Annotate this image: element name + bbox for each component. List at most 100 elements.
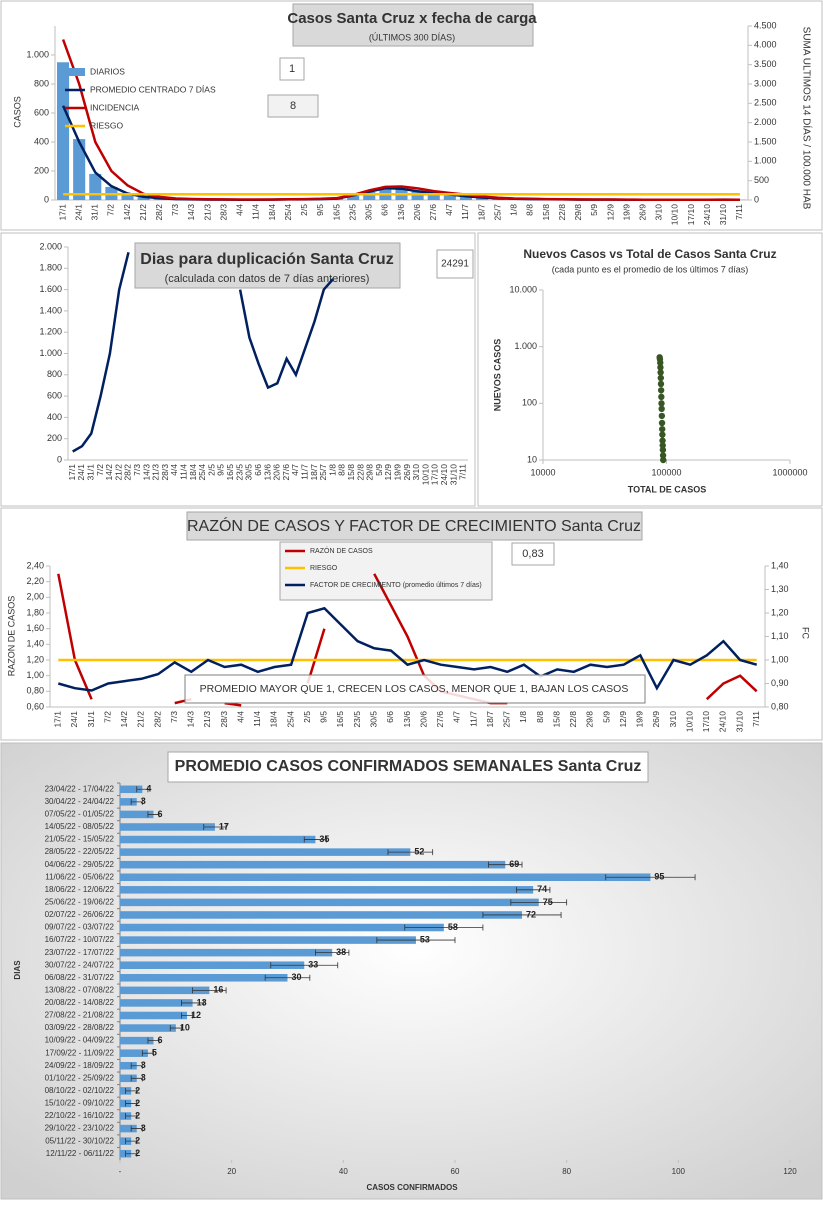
x-tick-label: 6/6 [380, 204, 390, 216]
y2-tick-label: 2.500 [754, 98, 777, 108]
x-tick-label: 4/4 [235, 204, 245, 216]
x-tick-label: 20/6 [412, 204, 422, 221]
x-tick-label: 12/9 [618, 711, 628, 728]
x-tick-label: 31/1 [90, 204, 100, 221]
legend-label: PROMEDIO CENTRADO 7 DÍAS [90, 84, 216, 94]
x-tick-label: 7/11 [734, 204, 744, 220]
scatter-point [658, 394, 664, 400]
x-tick-label: 100000 [651, 467, 681, 477]
x-tick-label: 20 [227, 1167, 236, 1176]
bar [120, 873, 650, 881]
y-tick-label: 27/08/22 - 21/08/22 [45, 1011, 115, 1020]
chart-title: Dias para duplicación Santa Cruz [140, 251, 393, 268]
x-tick-label: 26/9 [637, 204, 647, 221]
chart-subtitle: (calculada con datos de 7 días anteriore… [165, 273, 370, 285]
y-tick-label: 200 [34, 165, 49, 175]
y-tick-label: 1.200 [39, 327, 62, 337]
x-tick-label: 1000000 [772, 467, 807, 477]
y-tick-label: 06/08/22 - 31/07/22 [45, 973, 115, 982]
y-tick-label: 800 [47, 369, 62, 379]
y-axis-title: NUEVOS CASOS [492, 339, 502, 412]
x-tick-label: 10/10 [670, 204, 680, 226]
data-label: 6 [158, 1035, 163, 1045]
x-tick-label: 1/8 [518, 711, 528, 723]
y2-tick-label: 1.500 [754, 136, 777, 146]
x-tick-label: 24/1 [69, 711, 79, 728]
y-tick-label: 600 [47, 390, 62, 400]
y2-axis-title: FC [801, 627, 811, 639]
x-tick-label: 21/3 [202, 711, 212, 728]
y-tick-label: 10 [527, 454, 537, 464]
x-tick-label: 18/7 [476, 204, 486, 221]
y-tick-label: 2.000 [39, 241, 62, 251]
y-tick-label: 17/09/22 - 11/09/22 [45, 1048, 114, 1057]
x-tick-label: 25/4 [283, 204, 293, 221]
x-tick-label: 28/2 [152, 711, 162, 728]
x-tick-label: 60 [451, 1167, 460, 1176]
data-label: 30 [292, 972, 302, 982]
x-tick-label: 80 [562, 1167, 571, 1176]
y-tick-label: 22/10/22 - 16/10/22 [45, 1111, 115, 1120]
x-tick-label: 11/7 [468, 711, 478, 727]
x-tick-label: 6/6 [385, 711, 395, 723]
chart-subtitle: (cada punto es el promedio de los último… [552, 264, 749, 274]
y-tick-label: 05/11/22 - 30/10/22 [45, 1136, 114, 1145]
y2-axis-title: SUMA ULTIMOS 14 DÍAS / 100.000 HAB [800, 27, 813, 210]
x-tick-label: 19/9 [621, 204, 631, 221]
y-tick-label: 400 [47, 412, 62, 422]
x-tick-label: 11/4 [251, 204, 261, 220]
y-tick-label: 0 [57, 454, 62, 464]
x-axis-title: CASOS CONFIRMADOS [366, 1183, 458, 1192]
data-label: 5 [152, 1048, 157, 1058]
y-tick-label: 23/04/22 - 17/04/22 [45, 784, 115, 793]
x-tick-label: 20/6 [418, 711, 428, 728]
annotation: PROMEDIO MAYOR QUE 1, CRECEN LOS CASOS, … [200, 683, 629, 695]
x-tick-label: 28/3 [219, 711, 229, 728]
y2-tick-label: 2.000 [754, 117, 777, 127]
bar [120, 924, 444, 932]
y-tick-label: 01/10/22 - 25/09/22 [45, 1073, 115, 1082]
x-tick-label: 10000 [530, 467, 555, 477]
x-tick-label: 29/8 [573, 204, 583, 221]
annotation: 8 [290, 100, 296, 112]
y-tick-label: 11/06/22 - 05/06/22 [45, 872, 114, 881]
x-tick-label: 23/5 [352, 711, 362, 728]
data-label: 2 [135, 1136, 140, 1146]
x-tick-label: 1/8 [509, 204, 519, 216]
data-label: 38 [336, 947, 346, 957]
data-label: 17 [219, 821, 229, 831]
data-label: 52 [414, 846, 424, 856]
bar [120, 823, 215, 831]
bar [120, 974, 288, 982]
chart-title: RAZÓN DE CASOS Y FACTOR DE CRECIMIENTO S… [187, 516, 641, 535]
y-tick-label: 800 [34, 78, 49, 88]
y-tick-label: 30/04/22 - 24/04/22 [45, 797, 115, 806]
x-tick-label: 15/8 [541, 204, 551, 221]
scatter-point [660, 447, 666, 453]
y-tick-label: 600 [34, 107, 49, 117]
y-tick-label: 02/07/22 - 26/06/22 [45, 910, 115, 919]
x-axis-title: TOTAL DE CASOS [628, 484, 707, 494]
x-tick-label: 8/8 [525, 204, 535, 216]
x-tick-label: 3/10 [654, 204, 664, 221]
legend-label: INCIDENCIA [90, 102, 139, 112]
scatter-point [659, 426, 665, 432]
x-tick-label: 2/5 [299, 204, 309, 216]
y-tick-label: 0 [44, 194, 49, 204]
x-tick-label: 7/3 [170, 204, 180, 216]
bar [120, 936, 416, 944]
x-tick-label: 100 [672, 1167, 686, 1176]
x-tick-label: 18/7 [485, 711, 495, 728]
bar [120, 836, 315, 844]
y-tick-label: 0,60 [26, 701, 44, 711]
y-tick-label: 12/11/22 - 06/11/22 [46, 1149, 115, 1158]
data-label: 6 [158, 809, 163, 819]
y-tick-label: 14/05/22 - 08/05/22 [45, 822, 115, 831]
annotation: 24291 [441, 259, 469, 270]
y-tick-label: 15/10/22 - 09/10/22 [45, 1099, 115, 1108]
x-tick-label: 10/10 [684, 711, 694, 733]
bar [120, 949, 332, 957]
y-tick-label: 1,80 [26, 607, 44, 617]
y2-tick-label: 1,20 [771, 607, 789, 617]
data-label: 16 [213, 985, 223, 995]
